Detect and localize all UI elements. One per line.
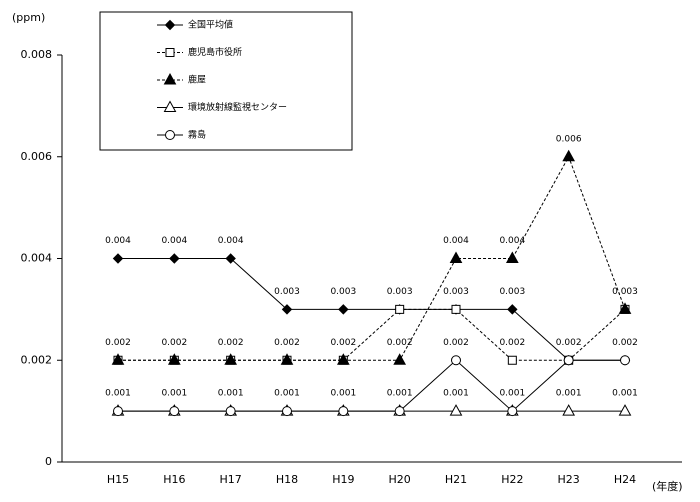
marker — [225, 253, 236, 264]
series-line — [118, 308, 626, 361]
x-tick-label: H21 — [445, 473, 467, 486]
marker — [281, 304, 293, 315]
marker — [224, 353, 238, 365]
marker — [336, 353, 350, 365]
y-tick-label: 0.004 — [21, 252, 53, 265]
data-label: 0.006 — [556, 134, 582, 144]
marker — [505, 251, 519, 263]
marker — [225, 406, 236, 417]
data-label: 0.002 — [105, 338, 131, 348]
data-label: 0.004 — [161, 236, 187, 246]
marker — [618, 302, 632, 314]
marker — [169, 253, 180, 264]
data-label: 0.002 — [612, 338, 638, 348]
data-label: 0.003 — [330, 287, 356, 297]
y-tick-label: 0.002 — [21, 353, 53, 366]
marker — [280, 353, 294, 365]
legend-box — [99, 11, 353, 151]
x-tick-label: H15 — [107, 473, 129, 486]
marker — [562, 149, 576, 162]
data-label: 0.004 — [218, 236, 244, 246]
data-label: 0.003 — [274, 287, 300, 297]
data-label: 0.002 — [387, 338, 413, 348]
x-tick-label: H19 — [332, 473, 354, 486]
legend-label: 環境放射線監視センター — [188, 101, 287, 113]
data-label: 0.001 — [499, 389, 525, 399]
data-label: 0.003 — [443, 287, 469, 297]
series-line — [118, 258, 625, 361]
data-label: 0.002 — [330, 338, 356, 348]
legend-marker — [165, 48, 175, 57]
data-label: 0.001 — [443, 389, 469, 399]
data-label: 0.001 — [161, 389, 187, 399]
legend-marker — [163, 72, 177, 85]
marker — [111, 353, 125, 365]
marker — [507, 355, 517, 365]
data-label: 0.002 — [556, 338, 582, 348]
series-line — [118, 155, 626, 361]
y-tick-label: 0.008 — [21, 48, 53, 61]
marker — [620, 355, 630, 366]
data-label: 0.001 — [330, 389, 356, 399]
marker — [112, 253, 124, 264]
x-tick-label: H22 — [501, 473, 523, 486]
data-label: 0.001 — [274, 389, 300, 399]
data-label: 0.002 — [443, 338, 469, 348]
legend-marker — [164, 19, 176, 31]
marker — [618, 404, 632, 416]
data-label: 0.003 — [499, 287, 525, 297]
x-tick-label: H18 — [276, 473, 298, 486]
data-label: 0.003 — [612, 287, 638, 297]
data-label: 0.001 — [387, 389, 413, 399]
legend-label: 鹿児島市役所 — [188, 46, 242, 58]
legend-marker — [165, 130, 175, 140]
data-label: 0.002 — [499, 338, 525, 348]
marker — [338, 406, 349, 417]
marker — [169, 406, 180, 417]
marker — [167, 353, 181, 365]
marker — [393, 353, 407, 365]
data-label: 0.001 — [612, 389, 638, 399]
y-tick-label: 0.006 — [21, 150, 53, 163]
data-label: 0.004 — [105, 236, 131, 246]
y-tick-label: 0 — [45, 455, 52, 468]
data-label: 0.001 — [218, 389, 244, 399]
marker — [282, 406, 292, 417]
marker — [394, 406, 405, 417]
legend-label: 全国平均値 — [188, 19, 233, 31]
data-label: 0.002 — [161, 338, 187, 348]
series-line — [118, 359, 625, 412]
y-axis-unit: (ppm) — [12, 11, 45, 24]
data-label: 0.001 — [105, 389, 131, 399]
data-label: 0.003 — [387, 287, 413, 297]
data-label: 0.002 — [274, 338, 300, 348]
legend-label: 鹿屋 — [188, 74, 206, 86]
marker — [451, 304, 461, 314]
x-tick-label: H16 — [163, 473, 185, 486]
legend-marker — [163, 100, 177, 112]
x-tick-label: H20 — [389, 473, 411, 486]
marker — [507, 406, 518, 417]
data-label: 0.002 — [218, 338, 244, 348]
marker — [395, 304, 405, 314]
x-tick-label: H23 — [558, 473, 580, 486]
marker — [449, 404, 463, 416]
data-label: 0.001 — [556, 389, 582, 399]
marker — [449, 251, 463, 263]
x-axis-unit: (年度) — [652, 479, 683, 493]
marker — [507, 304, 518, 315]
legend-label: 霧島 — [188, 129, 206, 141]
marker — [562, 404, 576, 416]
data-label: 0.004 — [443, 236, 469, 246]
marker — [563, 355, 574, 366]
marker — [113, 406, 123, 417]
marker — [338, 304, 349, 315]
x-tick-label: H17 — [220, 473, 242, 486]
x-tick-label: H24 — [614, 473, 636, 486]
data-label: 0.004 — [499, 236, 525, 246]
marker — [451, 355, 461, 366]
